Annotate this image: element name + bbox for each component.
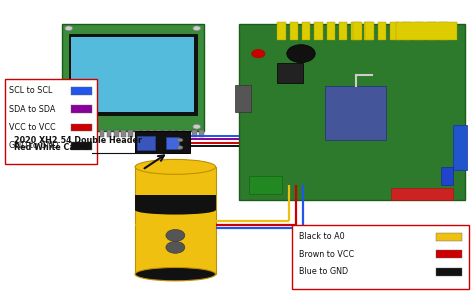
Bar: [427, 22, 436, 40]
Circle shape: [252, 49, 265, 58]
Bar: [71, 105, 92, 113]
Bar: [128, 130, 133, 137]
Text: 2020 XH2.54 Double Header: 2020 XH2.54 Double Header: [14, 136, 142, 145]
Bar: [390, 22, 399, 40]
Bar: [71, 123, 92, 131]
Bar: [439, 22, 448, 40]
Bar: [327, 22, 335, 40]
Bar: [185, 130, 190, 137]
Text: Blue to GND: Blue to GND: [299, 267, 348, 276]
Circle shape: [166, 241, 185, 253]
Bar: [365, 22, 374, 40]
Text: SCL to SCL: SCL to SCL: [9, 86, 53, 95]
Text: Brown to VCC: Brown to VCC: [299, 250, 354, 259]
Bar: [378, 22, 386, 40]
Circle shape: [166, 229, 185, 241]
Bar: [436, 268, 462, 276]
Text: VCC to VCC: VCC to VCC: [9, 123, 56, 132]
Bar: [353, 22, 362, 40]
Bar: [302, 22, 310, 40]
Bar: [339, 22, 347, 40]
Bar: [71, 87, 92, 95]
Bar: [292, 225, 469, 289]
Bar: [351, 22, 360, 40]
Bar: [71, 142, 92, 150]
Bar: [142, 130, 147, 137]
Bar: [402, 22, 411, 40]
Bar: [135, 167, 216, 274]
Bar: [171, 130, 175, 137]
Circle shape: [177, 138, 183, 142]
Circle shape: [65, 26, 73, 31]
Bar: [137, 136, 155, 150]
Bar: [239, 24, 465, 200]
Bar: [290, 22, 298, 40]
Bar: [277, 63, 303, 83]
Bar: [135, 195, 216, 210]
Bar: [415, 22, 423, 40]
Ellipse shape: [135, 206, 216, 215]
Ellipse shape: [135, 268, 216, 281]
Bar: [121, 130, 126, 137]
Circle shape: [177, 146, 183, 149]
Bar: [5, 79, 97, 164]
Bar: [149, 130, 154, 137]
Bar: [436, 233, 462, 241]
Bar: [135, 130, 140, 137]
Circle shape: [287, 45, 315, 63]
Bar: [396, 22, 457, 40]
Bar: [391, 188, 453, 200]
Bar: [135, 131, 190, 153]
Bar: [62, 24, 204, 131]
Circle shape: [193, 124, 201, 129]
Bar: [277, 22, 286, 40]
Circle shape: [65, 124, 73, 129]
Bar: [441, 167, 453, 185]
Bar: [71, 37, 194, 112]
Bar: [235, 85, 251, 112]
Bar: [436, 250, 462, 258]
Bar: [100, 130, 104, 137]
Bar: [107, 130, 111, 137]
Bar: [114, 130, 118, 137]
Bar: [192, 130, 197, 137]
Circle shape: [193, 26, 201, 31]
Ellipse shape: [135, 159, 216, 174]
Bar: [364, 22, 372, 40]
Bar: [69, 34, 197, 115]
Text: SDA to SDA: SDA to SDA: [9, 105, 56, 114]
Bar: [92, 130, 97, 137]
Text: GND to GND: GND to GND: [9, 141, 59, 150]
Text: Black to A0: Black to A0: [299, 232, 344, 241]
Bar: [166, 137, 179, 149]
Bar: [178, 130, 182, 137]
Bar: [453, 125, 467, 170]
Bar: [164, 130, 168, 137]
Bar: [314, 22, 323, 40]
Bar: [249, 176, 282, 194]
Text: Red White Cable: Red White Cable: [14, 143, 89, 152]
Bar: [325, 86, 386, 140]
Bar: [199, 130, 204, 137]
Ellipse shape: [135, 221, 216, 229]
Bar: [156, 130, 161, 137]
